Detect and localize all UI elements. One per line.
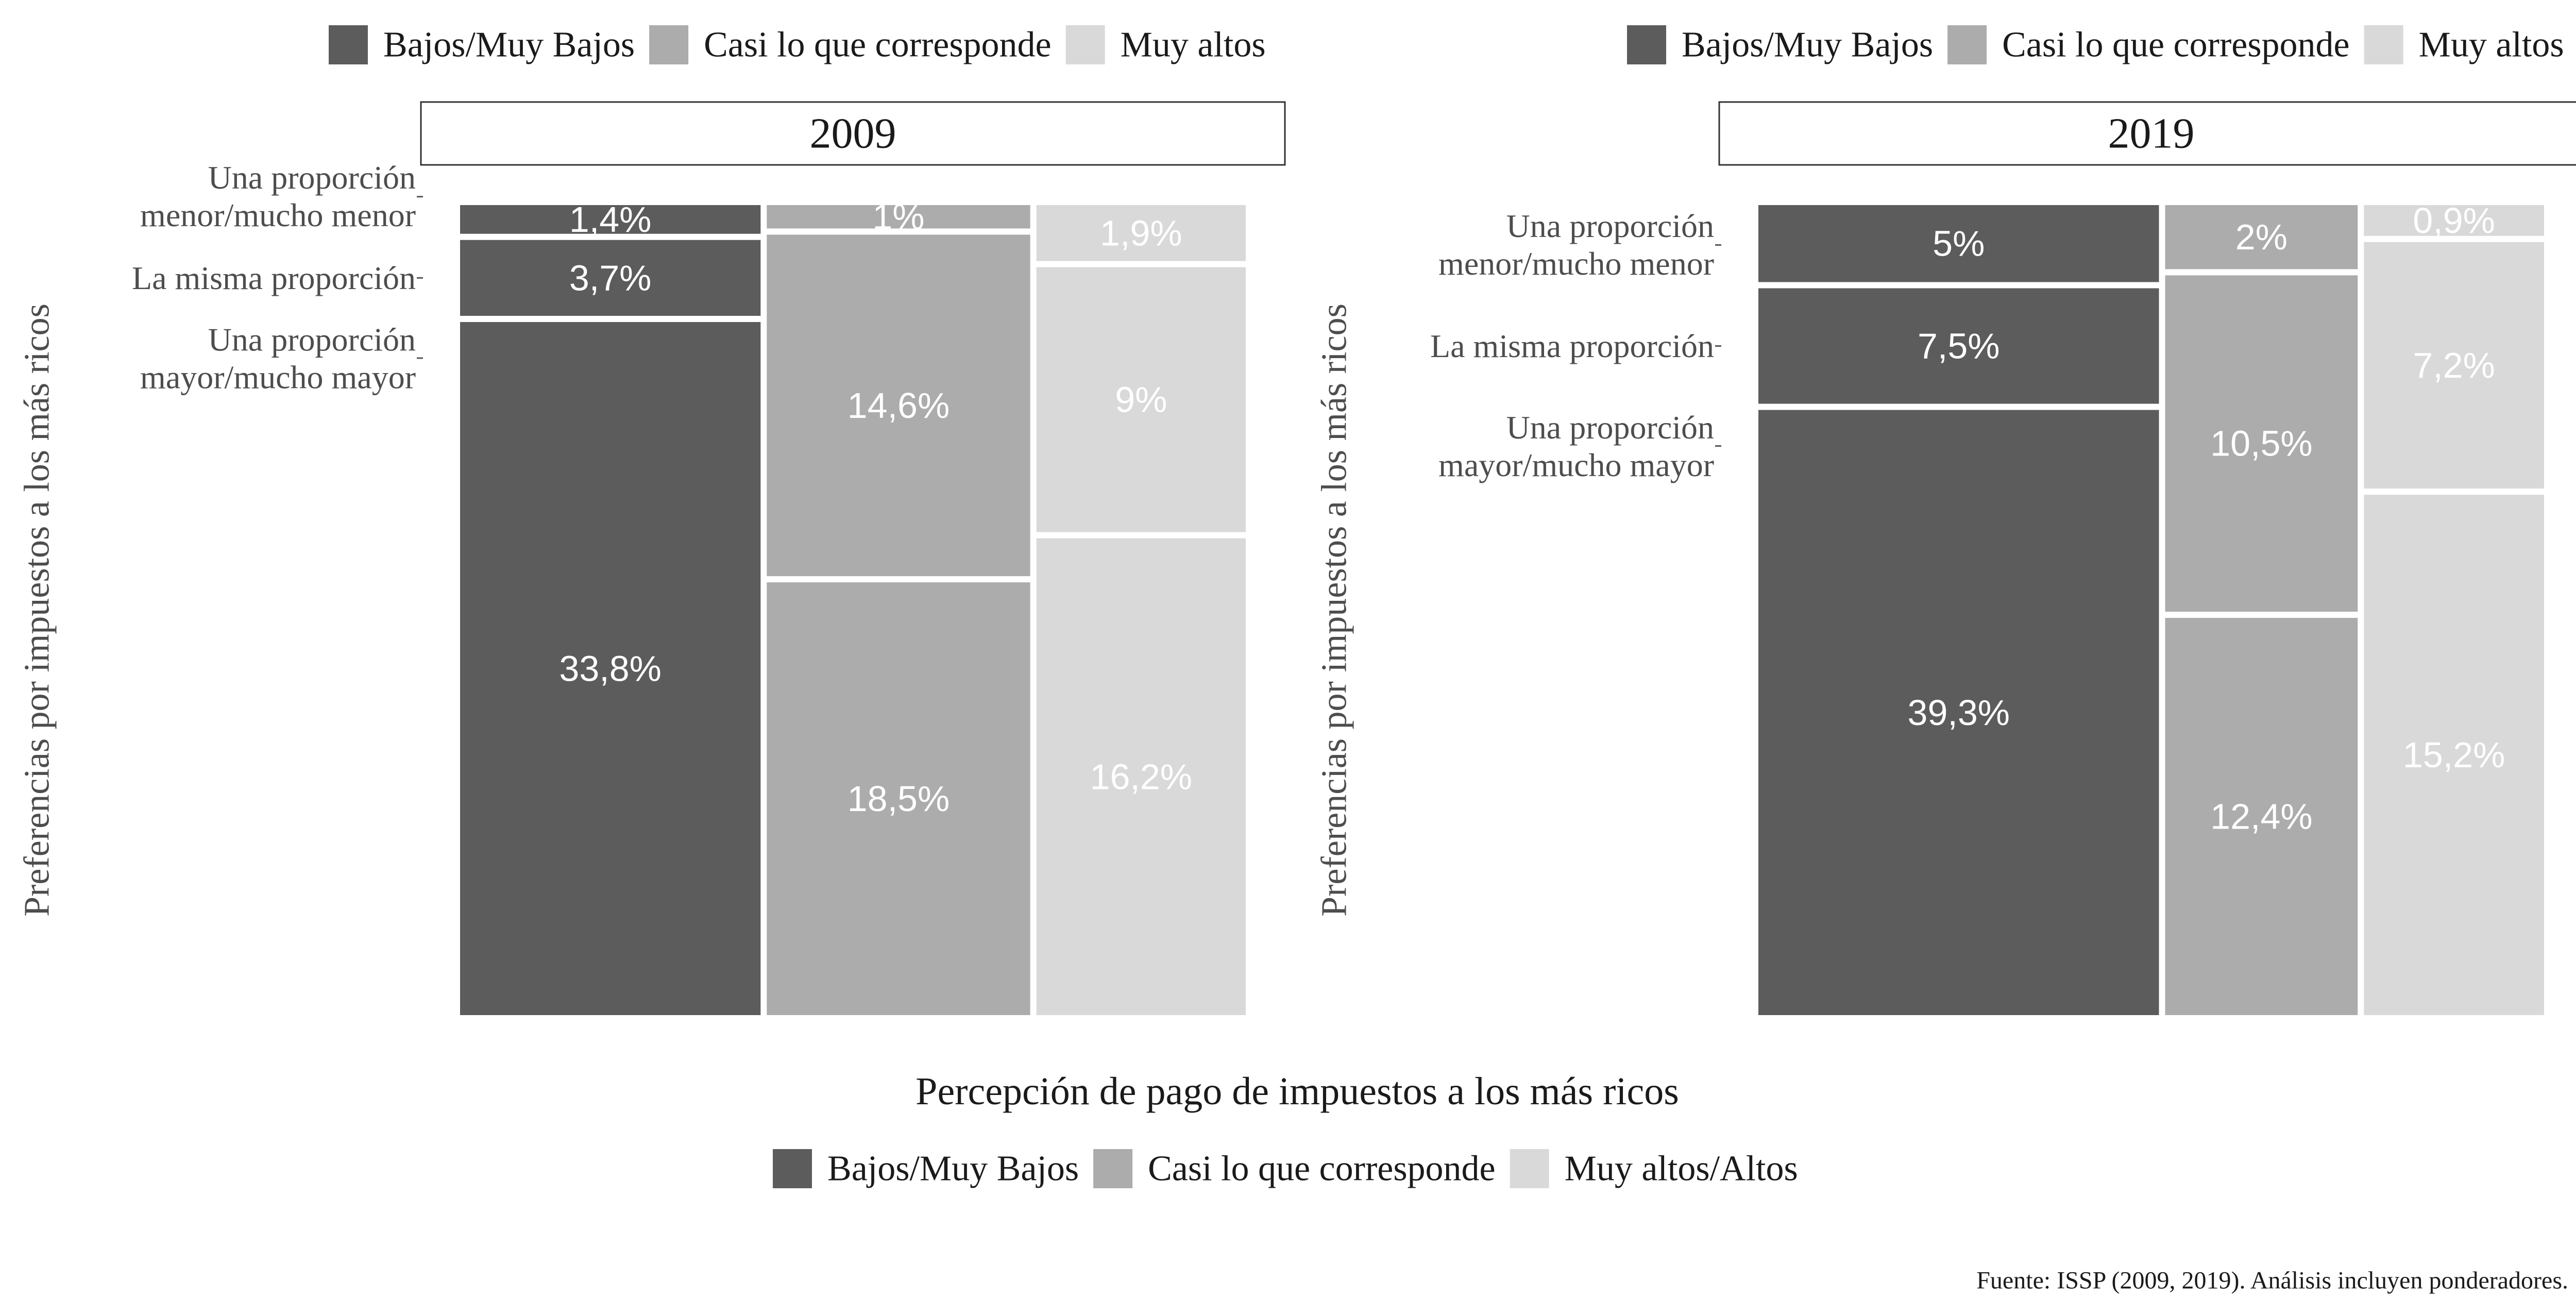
data-label: 7,5% [1918,326,2000,366]
mosaic-cell [1758,205,2159,282]
legend-top-left-item: Casi lo que corresponde [649,25,1052,65]
mosaic-cell [460,322,761,1015]
y-tick-label: Una proporción [1506,409,1714,446]
legend-top-left-item: Muy altos [1065,25,1266,65]
legend-bottom-item: Casi lo que corresponde [1093,1149,1496,1189]
y-tick-label: La misma proporción [132,260,416,296]
panel-strip [1718,101,2576,166]
panel-2019: 2019 39,3% 7,5% 5% 12,4% 10,5% 2% 15,2% 7,2% 0,9%… [1315,101,2576,1015]
panel-title: 2009 [810,110,896,158]
y-axis-title: Preferencias por impuestos a los más ric… [18,304,57,917]
mosaic-cell [2165,618,2358,1015]
data-label: 3,7% [569,258,652,298]
data-label: 16,2% [1090,756,1192,797]
legend-top-right-swatch [1947,25,1987,64]
mosaic-cell [2364,242,2544,489]
mosaic-cell [767,582,1030,1015]
row-misma-label: La misma proporción [132,260,416,296]
data-label: 1% [872,197,924,237]
mosaic-cell [1036,205,1246,261]
panel-strip [420,101,1286,166]
mosaic-cell [2364,205,2544,236]
legend-bottom-label: Casi lo que corresponde [1148,1149,1496,1189]
y-tick-label: Una proporción [1506,208,1714,244]
y-tick-label: Una proporción [208,321,416,358]
data-label: 2% [2235,217,2287,257]
legend-bottom-swatch [773,1149,812,1188]
mosaic-cell [460,205,761,234]
mosaic-cell [2364,495,2544,1015]
legend-bottom-item: Bajos/Muy Bajos [773,1149,1079,1189]
legend-top-left-swatch [329,25,368,64]
legend-top-right-label: Muy altos [2419,25,2564,65]
y-tick-label: La misma proporción [1430,328,1714,364]
y-axis-title: Preferencias por impuestos a los más ric… [1315,304,1354,917]
legend-top-left-swatch [1065,25,1105,64]
panel-2009: 2009 33,8% 3,7% 1,4% 18,5% 14,6% 1% 16,2% 9% 1,9%… [18,101,1286,1015]
data-label: 12,4% [2210,797,2312,837]
legend-top-right-label: Casi lo que corresponde [2002,25,2350,65]
y-tick-label: menor/mucho menor [1438,245,1714,282]
mosaic-cell [1758,288,2159,404]
data-label: 1,9% [1100,213,1182,253]
caption: Fuente: ISSP (2009, 2019). Análisis incl… [1976,1267,2568,1294]
y-tick-label: Una proporción [208,159,416,196]
data-label: 1,4% [569,199,652,240]
y-tick-label: mayor/mucho mayor [1438,447,1714,483]
data-label: 33,8% [559,648,661,688]
legend-top-left-label: Bajos/Muy Bajos [383,25,635,65]
mosaic-cell [2165,275,2358,612]
data-label: 9% [1115,380,1167,420]
data-label: 18,5% [848,779,950,819]
mosaic-cell [1758,410,2159,1015]
mosaic-cell [2165,205,2358,269]
data-label: 14,6% [848,385,950,426]
data-label: 7,2% [2413,345,2495,385]
legend-top-right-item: Muy altos [2364,25,2564,65]
legend-bottom-label: Muy altos/Altos [1565,1149,1798,1189]
panel-title: 2019 [2108,110,2195,158]
x-axis-title: Percepción de pago de impuestos a los má… [916,1070,1679,1113]
data-label: 5% [1933,224,1985,264]
legend-top-left-label: Casi lo que corresponde [704,25,1052,65]
data-label: 39,3% [1908,693,2010,733]
legend-top-left-swatch [649,25,689,64]
data-label: 15,2% [2403,735,2505,775]
mosaic-cell [767,234,1030,577]
legend-top-right-swatch [2364,25,2403,64]
legend-top-left-label: Muy altos [1121,25,1266,65]
y-tick-label: mayor/mucho mayor [140,359,416,395]
legend-top-left-item: Bajos/Muy Bajos [329,25,635,65]
legend-bottom-swatch [1093,1149,1133,1188]
data-label: 10,5% [2210,424,2312,464]
legend-bottom-swatch [1510,1149,1549,1188]
row-misma-label: La misma proporción [1430,328,1714,364]
legend-bottom-item: Muy altos/Altos [1510,1149,1798,1189]
legend-top-right-item: Bajos/Muy Bajos [1627,25,1933,65]
legend-bottom-label: Bajos/Muy Bajos [827,1149,1079,1189]
legend-top-right-item: Casi lo que corresponde [1947,25,2350,65]
legend-top-right-label: Bajos/Muy Bajos [1682,25,1933,65]
mosaic-cell [1036,267,1246,532]
mosaic-cell [460,240,761,316]
y-tick-label: menor/mucho menor [140,197,416,233]
data-label: 0,9% [2413,200,2495,241]
mosaic-cell [767,205,1030,229]
legend-top-right-swatch [1627,25,1666,64]
mosaic-cell [1036,538,1246,1015]
